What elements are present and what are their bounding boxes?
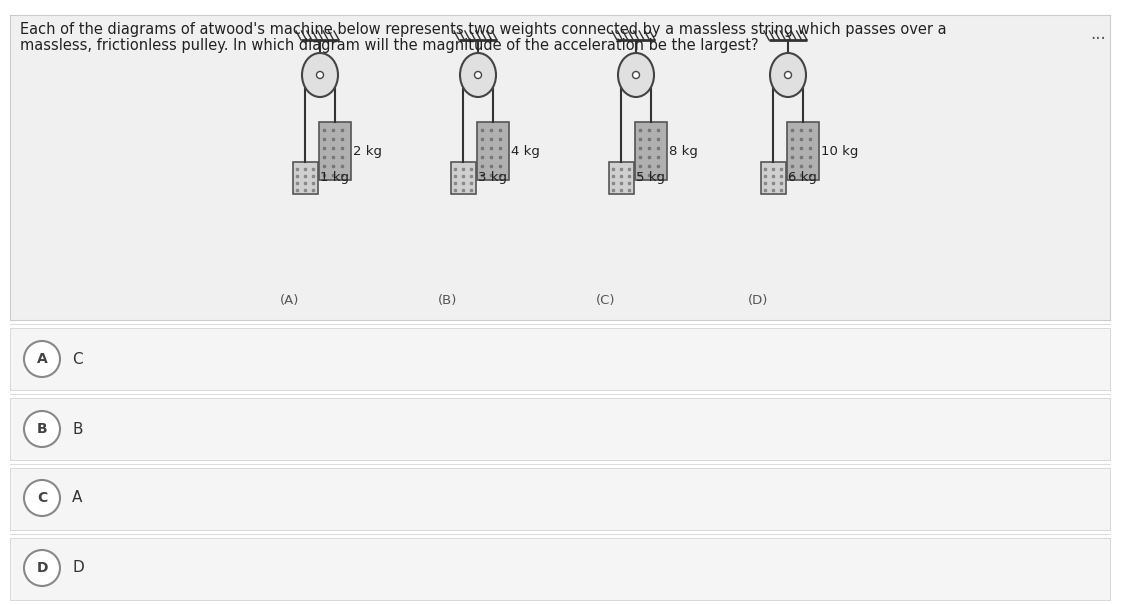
- Text: 1 kg: 1 kg: [320, 171, 349, 185]
- Bar: [450, 162, 475, 194]
- Text: (C): (C): [596, 294, 616, 307]
- Circle shape: [785, 71, 792, 79]
- Bar: [608, 162, 634, 194]
- Text: C: C: [37, 491, 47, 505]
- Text: 2 kg: 2 kg: [352, 145, 382, 157]
- Bar: [477, 122, 509, 180]
- Circle shape: [24, 341, 60, 377]
- Text: D: D: [72, 560, 83, 575]
- Ellipse shape: [770, 53, 806, 97]
- Text: ...: ...: [1090, 25, 1106, 43]
- Circle shape: [24, 411, 60, 447]
- Text: 8 kg: 8 kg: [669, 145, 698, 157]
- Text: 4 kg: 4 kg: [511, 145, 539, 157]
- Text: (A): (A): [280, 294, 300, 307]
- Bar: [787, 122, 819, 180]
- Circle shape: [633, 71, 640, 79]
- Text: 10 kg: 10 kg: [821, 145, 858, 157]
- Text: massless, frictionless pulley. In which diagram will the magnitude of the accele: massless, frictionless pulley. In which …: [20, 38, 759, 53]
- Bar: [319, 122, 351, 180]
- FancyBboxPatch shape: [10, 15, 1110, 320]
- Ellipse shape: [618, 53, 654, 97]
- Text: D: D: [36, 561, 47, 575]
- FancyBboxPatch shape: [10, 468, 1110, 530]
- Ellipse shape: [461, 53, 495, 97]
- Text: 6 kg: 6 kg: [787, 171, 816, 185]
- Bar: [293, 162, 318, 194]
- Circle shape: [24, 550, 60, 586]
- FancyBboxPatch shape: [10, 328, 1110, 390]
- FancyBboxPatch shape: [10, 538, 1110, 600]
- Text: B: B: [37, 422, 47, 436]
- Bar: [635, 122, 667, 180]
- Text: (B): (B): [438, 294, 457, 307]
- Text: C: C: [72, 352, 82, 367]
- Circle shape: [316, 71, 323, 79]
- Text: 3 kg: 3 kg: [477, 171, 507, 185]
- FancyBboxPatch shape: [10, 398, 1110, 460]
- Text: (D): (D): [748, 294, 768, 307]
- Circle shape: [24, 480, 60, 516]
- Text: B: B: [72, 422, 82, 436]
- Text: A: A: [72, 491, 82, 506]
- Circle shape: [474, 71, 482, 79]
- Text: Each of the diagrams of atwood's machine below represents two weights connected : Each of the diagrams of atwood's machine…: [20, 22, 947, 37]
- Text: 5 kg: 5 kg: [635, 171, 664, 185]
- Bar: [760, 162, 786, 194]
- Text: A: A: [37, 352, 47, 366]
- Ellipse shape: [302, 53, 338, 97]
